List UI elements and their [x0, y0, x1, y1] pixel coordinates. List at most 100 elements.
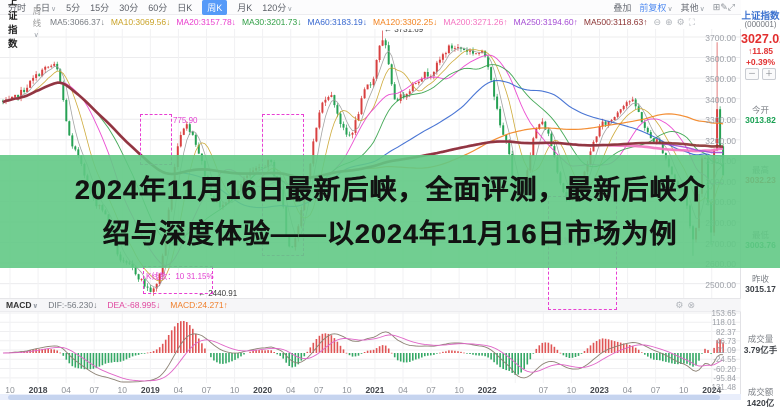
- drawing-tool-rect[interactable]: [143, 266, 213, 294]
- overlay-grid-icon[interactable]: ⊞: [712, 1, 721, 12]
- price-change: ↑11.85: [747, 46, 774, 56]
- time-tick: 07: [426, 385, 436, 395]
- time-tick: 10: [5, 385, 15, 395]
- tab-15min[interactable]: 15分: [90, 2, 110, 13]
- time-tick: 10: [678, 385, 689, 395]
- ma-legend-item: MA10:3069.56↓: [110, 17, 171, 27]
- price-tick: 3700.00: [705, 33, 736, 43]
- price-tick: 3200.00: [705, 135, 736, 146]
- tab-monthly-k[interactable]: 月K: [237, 2, 253, 13]
- sidebar-symbol-name[interactable]: 上证指数: [741, 11, 780, 22]
- quote-row-label: 昨收: [751, 274, 769, 284]
- macd-indicator-selector[interactable]: MACD∨: [6, 300, 39, 310]
- ma-legend-row: 上证指数 周线∨ MA5:3066.37↓ MA10:3069.56↓ MA20:3…: [0, 0, 741, 50]
- ma-legend-item: MA200:3271.26↑: [443, 17, 508, 27]
- time-tick: 04: [61, 385, 71, 395]
- time-tick: 10: [454, 385, 464, 395]
- time-tick: 2023: [590, 385, 609, 395]
- tabbar-icons: ⊞✎⤢: [713, 2, 735, 13]
- macd-tick: 11.09: [716, 346, 736, 356]
- tab-60min[interactable]: 60分: [148, 2, 168, 13]
- quote-row-value: 3013.82: [745, 115, 776, 125]
- time-tick: 10: [117, 385, 127, 395]
- chart-annotation-label: ← 2440.91: [198, 289, 238, 298]
- price-change-pct: +0.39%: [745, 57, 776, 67]
- macd-tick: 118.01: [712, 318, 736, 328]
- tab-weekly-k[interactable]: 周K: [202, 0, 228, 15]
- macd-pane[interactable]: [0, 312, 741, 388]
- zoom-out-icon[interactable]: ⊖: [653, 16, 662, 27]
- time-tick: 2019: [140, 385, 160, 395]
- macd-tick: -24.55: [713, 355, 736, 365]
- fullscreen-icon[interactable]: ⤢: [727, 1, 735, 12]
- other-menu[interactable]: 其他∨: [680, 2, 705, 13]
- time-tick: 07: [89, 385, 99, 395]
- scrollbar-handle[interactable]: [8, 394, 720, 400]
- chart-annotation-label: ← 3731.69: [384, 25, 424, 34]
- time-tick: 10: [342, 385, 352, 395]
- macd-macd-value: MACD:24.271↑: [170, 300, 228, 310]
- ma-legend-item: MA120:3302.25↓: [373, 17, 438, 27]
- last-price: 3027.02: [741, 32, 780, 46]
- ma-values: MA5:3066.37↓ MA10:3069.56↓ MA20:3157.78↓ MA…: [50, 17, 648, 27]
- legend-icons: ⊖ ⊕ ⚙ ⛶: [654, 17, 741, 28]
- price-tick: 3300.00: [705, 115, 736, 126]
- period-selector[interactable]: 周线∨: [32, 6, 42, 39]
- period-tabbar: 分时 5日∨ 5分 15分 30分 60分 日K 周K 月K 120分∨ 叠加 前复权∨ 其他∨ …: [0, 0, 741, 15]
- quote-row-value: 3015.17: [745, 284, 776, 294]
- time-tick: 10: [566, 385, 577, 395]
- macd-tick: -131.48: [708, 383, 736, 393]
- restore-icon[interactable]: ⛶: [688, 16, 695, 27]
- tab-5min[interactable]: 5分: [66, 2, 81, 13]
- time-tick: 07: [201, 385, 212, 395]
- zoom-in-icon[interactable]: ⊕: [665, 16, 673, 27]
- ma-legend-item: MA30:3201.73↓: [241, 17, 302, 27]
- chart-scrollbar: [0, 394, 741, 400]
- title-banner-overlay: 2024年11月16日最新后峡，全面评测，最新后峡介 绍与深度体验——以2024…: [0, 155, 780, 268]
- draw-pencil-icon[interactable]: ✎: [720, 1, 728, 12]
- macd-tick: -60.20: [713, 364, 736, 374]
- ma-legend-item: MA5:3066.37↓: [50, 17, 105, 27]
- time-tick: 04: [285, 385, 296, 395]
- zoom-buttons: － ＋: [741, 68, 780, 80]
- time-tick: 07: [314, 385, 324, 395]
- time-tick: 2020: [253, 385, 273, 395]
- quote-row-label: 今开: [751, 105, 769, 115]
- tab-daily-k[interactable]: 日K: [177, 2, 193, 13]
- tab-5day[interactable]: 5日∨: [36, 2, 57, 13]
- macd-tick: -95.84: [713, 373, 736, 383]
- sidebar-symbol-code: (000001): [744, 20, 777, 29]
- ma-legend-item: MA250:3194.60↑: [513, 17, 578, 27]
- macd-tick: 82.37: [715, 327, 736, 337]
- period-tabs: 分时 5日∨ 5分 15分 30分 60分 日K 周K 月K 120分∨: [8, 0, 292, 15]
- time-tick: 2021: [365, 385, 385, 395]
- macd-tick: 46.73: [715, 336, 736, 346]
- adjust-mode-menu[interactable]: 前复权∨: [639, 2, 673, 13]
- time-tick: 04: [398, 385, 408, 395]
- time-tick: 04: [622, 385, 633, 395]
- tab-timeline[interactable]: 分时: [8, 2, 27, 13]
- tab-30min[interactable]: 30分: [119, 2, 139, 13]
- time-tick: 2018: [28, 385, 48, 395]
- banner-title-line2: 绍与深度体验——以2024年11月16日市场为例: [102, 218, 678, 249]
- ma-legend-item: MA60:3183.19↓: [307, 17, 368, 27]
- price-tick: 3500.00: [705, 74, 736, 85]
- macd-header: MACD∨ DIF:-56.230↓ DEA:-68.995↓ MACD:24.…: [0, 298, 741, 312]
- symbol-name: 上证指数: [8, 0, 18, 50]
- time-tick: 04: [173, 385, 184, 395]
- macd-header-icons: ⚙ ⊗: [675, 300, 741, 311]
- price-tick: 3600.00: [705, 53, 736, 64]
- overlay-menu[interactable]: 叠加: [613, 2, 632, 13]
- quote-row-label: 成交额: [747, 387, 774, 397]
- minus-button[interactable]: －: [745, 68, 759, 80]
- settings-icon[interactable]: ⚙: [675, 299, 684, 310]
- plus-button[interactable]: ＋: [762, 68, 776, 80]
- macd-dif-value: DIF:-56.230↓: [48, 300, 98, 310]
- tab-120min[interactable]: 120分∨: [262, 2, 293, 13]
- close-icon[interactable]: ⊗: [687, 299, 695, 310]
- tabbar-right-controls: 叠加 前复权∨ 其他∨ ⊞✎⤢: [613, 1, 741, 14]
- time-tick: 2024: [702, 385, 722, 395]
- price-tick: 2500.00: [705, 279, 736, 290]
- quote-row-label: 成交量: [747, 334, 774, 344]
- settings-icon[interactable]: ⚙: [676, 16, 685, 27]
